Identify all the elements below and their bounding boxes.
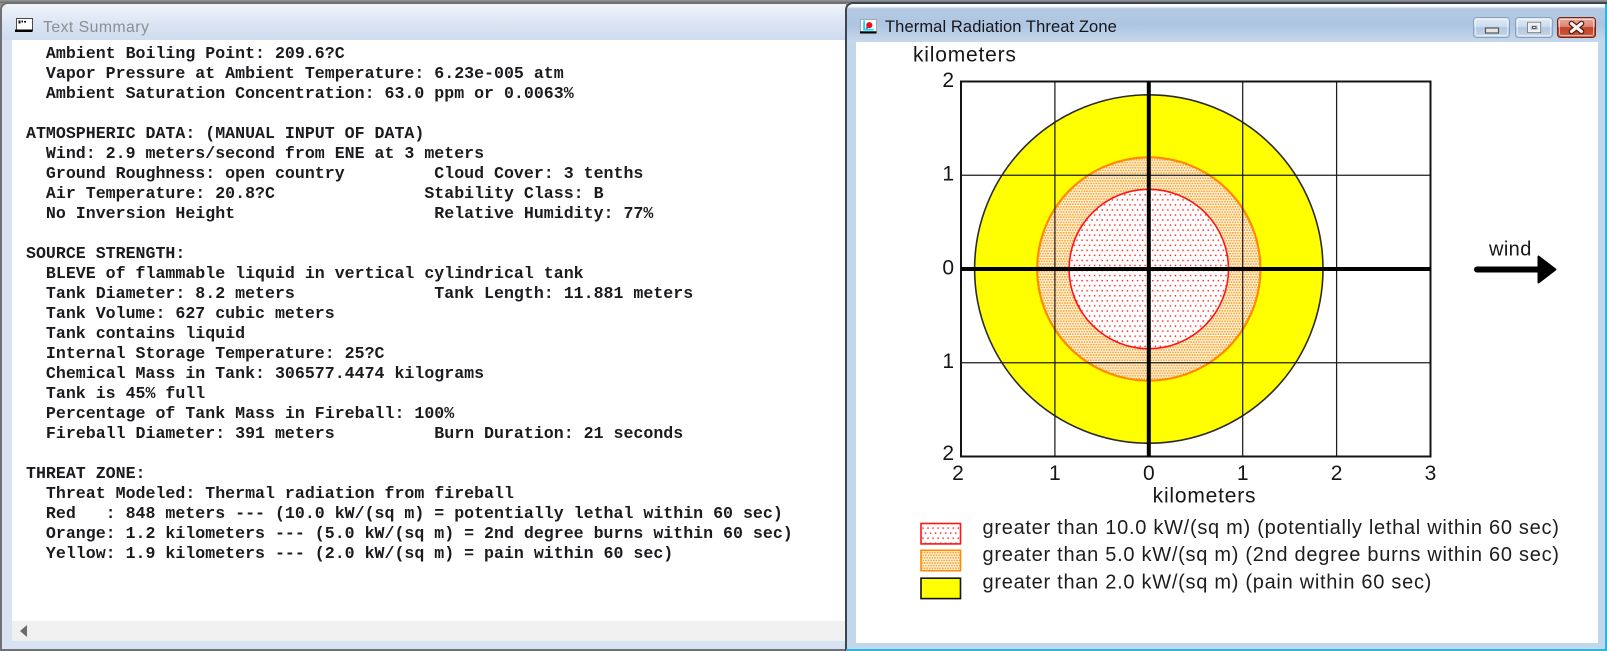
svg-text:1: 1 [1236,462,1248,485]
svg-text:kilometers: kilometers [1152,484,1256,507]
svg-text:greater than 10.0 kW/(sq m) (p: greater than 10.0 kW/(sq m) (potentially… [982,517,1559,539]
svg-text:wind: wind [1488,238,1532,260]
svg-text:1: 1 [942,350,954,373]
svg-text:2: 2 [1330,462,1342,485]
svg-text:2: 2 [942,442,954,465]
svg-text:1: 1 [1049,462,1061,485]
svg-text:greater than 5.0 kW/(sq m) (2n: greater than 5.0 kW/(sq m) (2nd degree b… [982,543,1559,565]
svg-text:0: 0 [1142,462,1154,485]
svg-text:greater than 2.0 kW/(sq m) (pa: greater than 2.0 kW/(sq m) (pain within … [982,571,1432,593]
svg-text:0: 0 [942,256,954,279]
svg-text:3: 3 [1424,462,1436,485]
svg-text:2: 2 [952,462,964,485]
svg-text:1: 1 [942,162,954,185]
svg-text:2: 2 [942,69,954,92]
svg-text:kilometers: kilometers [913,43,1017,66]
